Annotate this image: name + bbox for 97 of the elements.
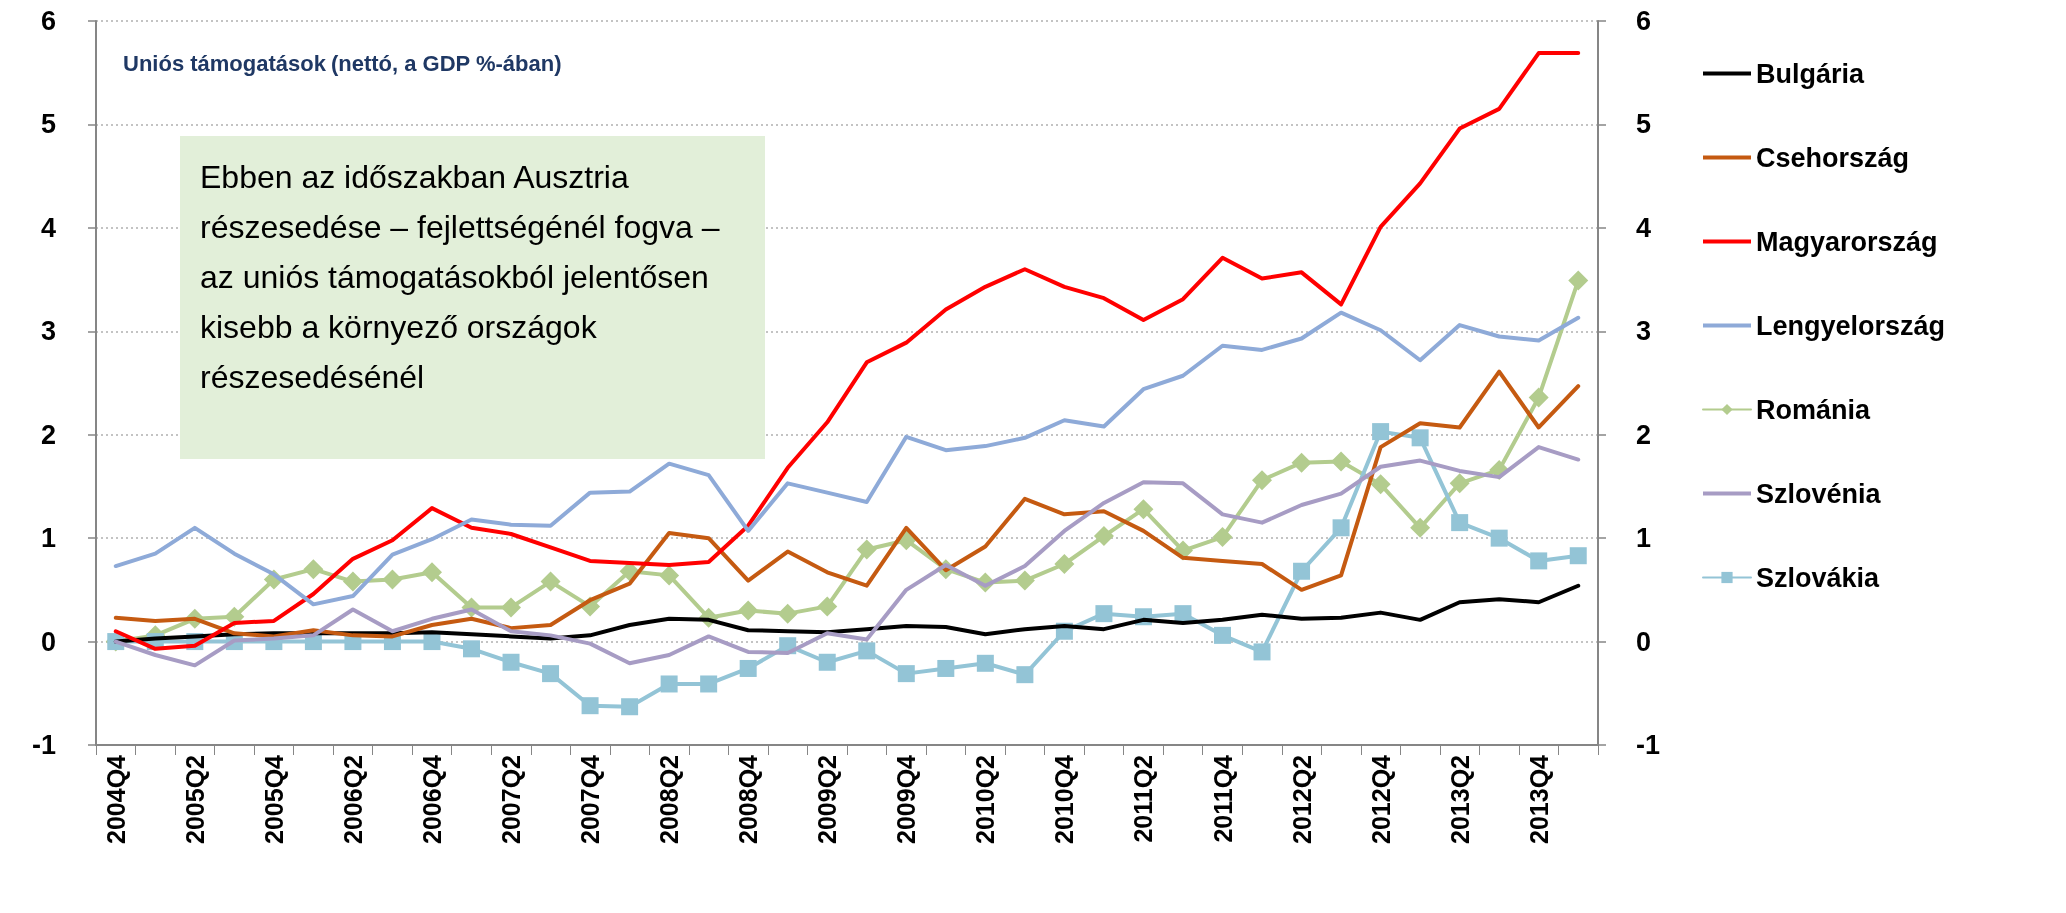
- x-tick-label: 2010Q2: [971, 755, 1000, 844]
- y-tick-label: 1: [40, 523, 56, 554]
- point: [1530, 552, 1548, 570]
- point: [1014, 570, 1035, 591]
- line-series: [113, 310, 1581, 607]
- legend-label: Lengyelország: [1756, 310, 1946, 341]
- point: [1331, 451, 1352, 472]
- point: [382, 569, 403, 590]
- point: [897, 665, 915, 683]
- point: [1451, 514, 1469, 532]
- y-tick-label: -1: [31, 730, 56, 760]
- x-tick-label: 2007Q4: [576, 754, 605, 844]
- legend-label: Szlovákia: [1756, 562, 1881, 593]
- y2-tick-label: 6: [1636, 6, 1652, 36]
- point: [1568, 270, 1589, 291]
- x-tick-label: 2013Q4: [1524, 754, 1553, 844]
- x-tick-label: 2007Q2: [497, 755, 526, 844]
- text: (nettó, a GDP %-ában): [330, 50, 562, 76]
- x-tick-label: 2010Q4: [1050, 754, 1079, 844]
- point: [1293, 562, 1311, 580]
- y2-tick-label: 5: [1636, 109, 1652, 140]
- x-tick-label: 2005Q4: [259, 754, 288, 844]
- point: [818, 653, 836, 671]
- x-tick-label: 2006Q4: [417, 754, 446, 844]
- point: [660, 675, 678, 693]
- point: [1370, 474, 1391, 495]
- point: [659, 565, 680, 586]
- point: [303, 559, 324, 580]
- point: [817, 596, 838, 617]
- point: [1212, 527, 1233, 548]
- point: [739, 659, 757, 677]
- point: [738, 600, 759, 621]
- x-tick-label: 2011Q2: [1129, 755, 1158, 843]
- legend-label: Csehország: [1756, 142, 1910, 173]
- x-tick-label: 2012Q2: [1287, 755, 1316, 844]
- point: [423, 633, 441, 651]
- point: [1095, 605, 1113, 623]
- point: [1214, 626, 1231, 644]
- point: [1016, 666, 1034, 684]
- point: [856, 539, 877, 560]
- x-tick-label: 2005Q2: [180, 755, 209, 844]
- y2-tick-label: 2: [1636, 419, 1652, 450]
- x-tick-label: 2009Q2: [813, 755, 842, 844]
- y-tick-label: 5: [40, 109, 56, 140]
- point: [501, 597, 522, 618]
- point: [1252, 470, 1273, 491]
- point: [1410, 517, 1431, 538]
- y-tick-label: 2: [40, 419, 56, 450]
- y2-tick-label: 0: [1636, 626, 1652, 657]
- x-tick-label: 2013Q2: [1445, 755, 1474, 844]
- point: [700, 675, 718, 693]
- point: [581, 697, 599, 715]
- point: [540, 571, 561, 592]
- legend-label: Bulgária: [1756, 58, 1866, 89]
- point: [1449, 473, 1470, 494]
- point: [1054, 554, 1075, 574]
- point: [1372, 423, 1390, 441]
- point: [1411, 429, 1429, 447]
- y-tick-label: 3: [40, 316, 56, 347]
- x-tick-label: 2006Q2: [338, 755, 367, 844]
- legend-label: Magyarország: [1756, 226, 1938, 257]
- note-box: Ebben az időszakban Ausztria részesedése – fejlettségénél fogva – az uniós támogatásokból jelentősen kisebb a környező országok részesedésénél: [180, 136, 765, 459]
- x-tick-label: 2012Q4: [1366, 754, 1395, 844]
- x-tick-label: 2009Q4: [892, 754, 921, 844]
- point: [1253, 643, 1271, 661]
- point: [621, 698, 639, 716]
- point: [1174, 605, 1192, 623]
- point: [777, 603, 798, 624]
- x-tick-label: 2004Q4: [101, 754, 130, 844]
- point: [1093, 526, 1114, 547]
- legend-label: Szlovénia: [1756, 478, 1882, 509]
- x-tick-label: 2008Q2: [655, 755, 684, 844]
- y2-tick-label: 4: [1636, 212, 1652, 243]
- point: [1569, 547, 1587, 565]
- y-tick-label: 0: [40, 626, 56, 657]
- point: [463, 640, 480, 658]
- y2-tick-label: -1: [1636, 730, 1661, 760]
- point: [1291, 452, 1312, 473]
- point: [1133, 499, 1154, 520]
- y2-tick-label: 1: [1636, 523, 1652, 554]
- point: [1528, 387, 1549, 408]
- point: [976, 654, 994, 672]
- point: [342, 571, 363, 592]
- y-tick-label: 4: [40, 212, 56, 243]
- point: [502, 653, 520, 671]
- point: [858, 642, 876, 660]
- legend-label: Románia: [1756, 394, 1872, 425]
- x-tick-label: 2008Q4: [734, 754, 763, 844]
- point: [1490, 529, 1508, 547]
- x-tick-label: 2011Q4: [1208, 754, 1237, 843]
- point: [542, 665, 560, 683]
- point: [1332, 519, 1350, 537]
- point: [937, 659, 955, 677]
- y-tick-label: 6: [40, 6, 56, 36]
- text: Uniós támogatások: [123, 50, 327, 76]
- point: [421, 562, 442, 583]
- y2-tick-label: 3: [1636, 316, 1652, 347]
